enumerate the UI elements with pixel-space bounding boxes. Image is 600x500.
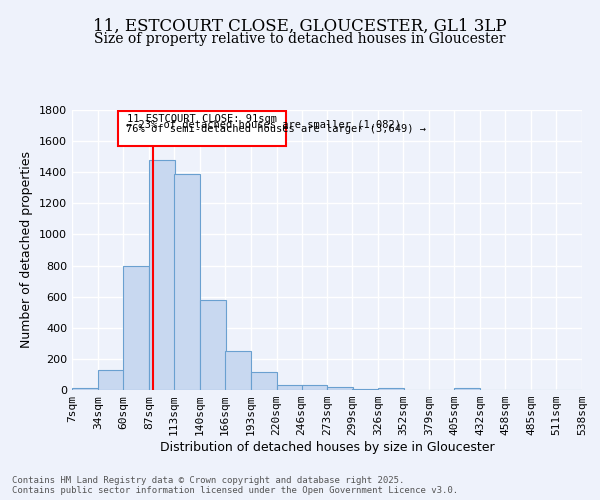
Bar (200, 300, 226, 390)
Bar (98, 370, 124, 390)
Text: 11 ESTCOURT CLOSE: 91sqm: 11 ESTCOURT CLOSE: 91sqm (127, 114, 277, 124)
Bar (352, 389, 379, 390)
Text: 76% of semi-detached houses are larger (3,649) →: 76% of semi-detached houses are larger (… (126, 124, 426, 134)
Text: 11, ESTCOURT CLOSE, GLOUCESTER, GL1 3LP: 11, ESTCOURT CLOSE, GLOUCESTER, GL1 3LP (93, 18, 507, 34)
Text: ← 23% of detached houses are smaller (1,082): ← 23% of detached houses are smaller (1,… (126, 120, 401, 130)
Bar (251, 372, 277, 390)
Bar (277, 384, 302, 390)
Bar (72, 388, 98, 390)
Bar (454, 388, 480, 390)
Text: Contains HM Land Registry data © Crown copyright and database right 2025.
Contai: Contains HM Land Registry data © Crown c… (12, 476, 458, 495)
Bar (379, 388, 404, 390)
Bar (302, 386, 328, 390)
Bar (328, 387, 353, 390)
Bar (123, 266, 149, 390)
Bar (225, 351, 251, 390)
FancyBboxPatch shape (118, 111, 286, 146)
Bar (174, 174, 200, 390)
X-axis label: Distribution of detached houses by size in Gloucester: Distribution of detached houses by size … (160, 441, 494, 454)
Text: Size of property relative to detached houses in Gloucester: Size of property relative to detached ho… (94, 32, 506, 46)
Y-axis label: Number of detached properties: Number of detached properties (20, 152, 34, 348)
Bar (149, 160, 175, 390)
